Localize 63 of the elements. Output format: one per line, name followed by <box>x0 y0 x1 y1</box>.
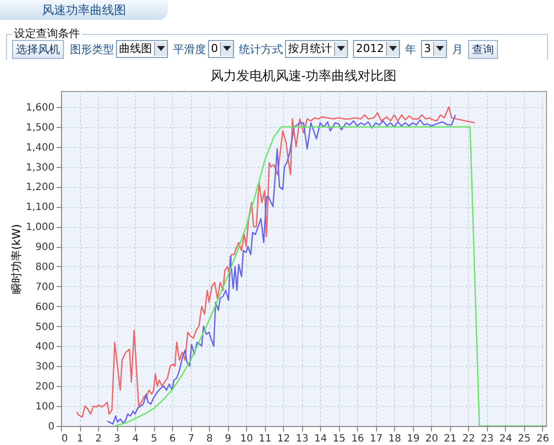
x-tick-label: 9 <box>224 434 232 444</box>
x-tick-label: 24 <box>499 434 512 444</box>
x-tick-label: 17 <box>370 434 383 444</box>
x-tick-label: 6 <box>169 434 176 444</box>
text: 风速功率曲线图 <box>0 0 168 20</box>
x-tick-label: 0 <box>62 434 68 444</box>
x-tick-label: 14 <box>314 434 328 444</box>
text: 年 <box>405 42 416 56</box>
y-tick-label: 1,300 <box>26 162 54 174</box>
text: 2012 <box>356 41 384 57</box>
x-tick-label: 16 <box>351 434 364 444</box>
text: 3 <box>424 41 431 57</box>
y-tick-label: 0 <box>48 422 54 432</box>
x-tick-label: 21 <box>444 434 457 444</box>
y-tick-label: 1,400 <box>26 142 54 154</box>
y-tick-label: 100 <box>35 402 54 413</box>
x-tick-label: 15 <box>332 434 346 444</box>
text: 统计方式 <box>239 42 283 56</box>
y-tick-label: 1,600 <box>26 102 54 114</box>
text: 平滑度 <box>173 42 206 56</box>
text: 曲线图 <box>119 41 152 57</box>
x-tick-label: 4 <box>132 434 139 444</box>
text: 月 <box>452 42 463 56</box>
x-tick-label: 2 <box>95 434 102 444</box>
y-tick-label: 200 <box>35 382 54 393</box>
x-tick-label: 10 <box>240 434 253 444</box>
text: 选择风机 <box>12 40 64 58</box>
y-tick-label: 1,500 <box>26 122 54 134</box>
x-tick-label: 19 <box>406 434 420 444</box>
x-tick-label: 13 <box>296 434 309 444</box>
y-tick-label: 1,000 <box>26 222 54 234</box>
y-tick-label: 400 <box>35 342 54 353</box>
line-series <box>106 114 456 425</box>
text: 查询 <box>468 40 498 58</box>
line-series <box>76 106 476 418</box>
y-tick-label: 1,200 <box>26 182 54 194</box>
line-series <box>114 126 546 426</box>
x-tick-label: 20 <box>425 434 438 444</box>
text: 0 <box>211 41 218 57</box>
x-tick-label: 23 <box>480 434 494 444</box>
y-tick-label: 1,100 <box>26 202 54 214</box>
y-tick-label: 500 <box>35 322 54 333</box>
x-tick-label: 3 <box>114 434 120 444</box>
x-tick-label: 1 <box>76 434 84 444</box>
x-tick-label: 25 <box>518 434 531 444</box>
x-tick-label: 22 <box>462 434 476 444</box>
chart-title: 风力发电机风速-功率曲线对比图 <box>210 68 397 84</box>
x-tick-label: 11 <box>258 434 272 444</box>
y-tick-label: 900 <box>35 242 54 254</box>
text: 图形类型 <box>70 42 114 56</box>
y-tick-label: 600 <box>35 302 54 313</box>
y-tick-label: 300 <box>35 362 54 373</box>
text: 设定查询条件 <box>12 26 82 41</box>
y-tick-label: 700 <box>35 282 54 293</box>
y-tick-label: 800 <box>35 262 54 273</box>
x-tick-label: 8 <box>206 434 213 444</box>
y-axis-title: 瞬时功率(kW) <box>10 224 23 294</box>
x-tick-label: 18 <box>388 434 402 444</box>
text: 按月统计 <box>288 41 332 57</box>
x-tick-label: 12 <box>277 434 290 444</box>
x-tick-label: 5 <box>150 434 158 444</box>
x-tick-label: 26 <box>536 434 550 444</box>
x-tick-label: 7 <box>188 434 194 444</box>
